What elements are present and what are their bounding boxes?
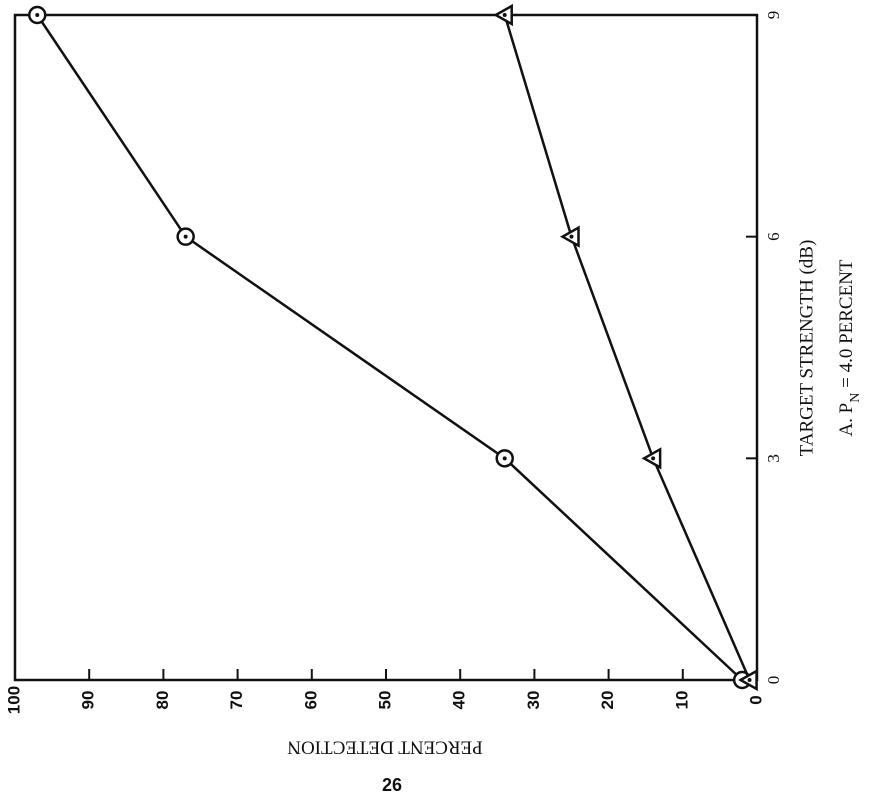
x-tick-label: 0 xyxy=(764,676,783,685)
y-tick-label: 70 xyxy=(227,691,246,710)
y-tick-label: 100 xyxy=(4,686,23,714)
y-axis-label: PERCENT DETECTION xyxy=(287,737,483,758)
x-tick-label: 9 xyxy=(764,11,783,20)
series-line xyxy=(503,14,751,681)
marker-dot xyxy=(651,456,656,461)
caption-subscript: N xyxy=(848,393,863,403)
x-tick-label: 3 xyxy=(764,454,783,463)
y-tick-label: 0 xyxy=(746,695,765,704)
marker-dot xyxy=(35,13,40,17)
x-tick-label: 6 xyxy=(764,232,783,241)
y-tick-label: 20 xyxy=(598,691,617,710)
y-tick-label: 40 xyxy=(450,691,469,710)
x-axis-label: TARGET STRENGTH (dB) xyxy=(796,240,817,457)
marker-dot xyxy=(183,234,188,239)
caption-prefix: A. P xyxy=(836,403,857,437)
marker-dot xyxy=(569,234,574,239)
y-tick-label: 50 xyxy=(375,691,394,710)
y-tick-label: 80 xyxy=(153,691,172,710)
marker-dot xyxy=(502,456,507,461)
y-tick-label: 90 xyxy=(79,691,98,710)
marker-dot xyxy=(747,678,752,682)
plot-frame xyxy=(13,13,759,682)
y-tick-label: 10 xyxy=(672,691,691,710)
y-tick-label: 60 xyxy=(301,691,320,710)
y-tick-label: 30 xyxy=(524,691,543,710)
page-number: 26 xyxy=(382,775,402,795)
series-line xyxy=(36,14,744,681)
caption: A. PN = 4.0 PERCENT xyxy=(836,259,862,436)
marker-dot xyxy=(502,13,507,17)
caption-suffix: = 4.0 PERCENT xyxy=(836,259,857,393)
